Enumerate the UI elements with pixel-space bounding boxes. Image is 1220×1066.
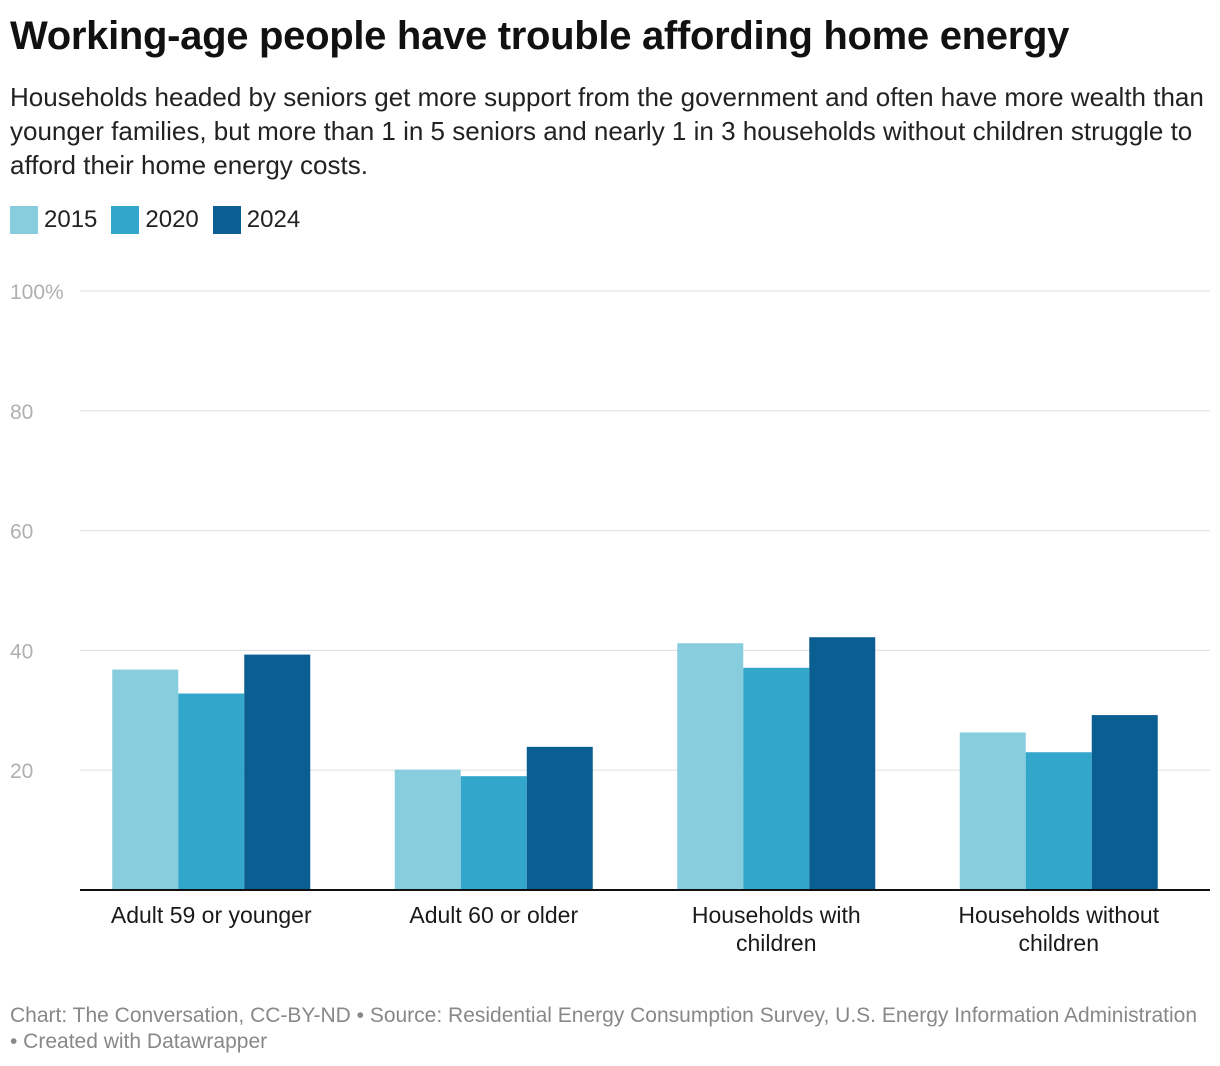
legend-swatch-2020: [111, 206, 140, 234]
x-tick-label-line: Households without: [958, 902, 1159, 928]
x-tick-label-2: Households with children: [692, 902, 861, 956]
bar-2024-cat1: [526, 746, 593, 890]
legend-swatch-2024: [212, 206, 241, 234]
bar-2020-cat1: [460, 776, 527, 890]
chart-footer: Chart: The Conversation, CC-BY-ND • Sour…: [10, 1004, 1197, 1053]
x-tick-label-line: Households with: [692, 902, 861, 928]
x-tick-label-line: Adult 60 or older: [409, 902, 578, 928]
chart-title: Working-age people have trouble affordin…: [10, 14, 1070, 58]
bar-2020-cat2: [743, 667, 810, 890]
bar-2024-cat0: [244, 654, 311, 890]
legend-item-2024: 2024: [212, 206, 301, 234]
legend-swatch-2015: [10, 206, 38, 234]
bar-2015-cat1: [394, 769, 461, 890]
y-tick-label-100: 100%: [10, 281, 64, 304]
y-tick-label-40: 40: [10, 640, 33, 663]
bar-2015-cat0: [112, 669, 179, 890]
y-tick-label-80: 80: [10, 401, 33, 424]
bar-2015-cat2: [677, 643, 744, 890]
x-tick-label-3: Households without children: [958, 902, 1159, 956]
legend-label-2015: 2015: [44, 206, 98, 233]
bar-2024-cat3: [1091, 715, 1158, 890]
bar-2020-cat3: [1025, 752, 1092, 890]
y-tick-label-60: 60: [10, 521, 33, 544]
legend-label-2020: 2020: [145, 206, 199, 233]
legend: 2015 2020 2024: [10, 203, 314, 237]
chart-subtitle: Households headed by seniors get more su…: [10, 82, 1204, 180]
x-tick-label-line: Adult 59 or younger: [111, 902, 312, 928]
bar-chart: 20 40 60 80 100% Adult 59 or younger Adult 60 …: [10, 281, 1210, 956]
y-tick-label-20: 20: [10, 760, 33, 783]
legend-label-2024: 2024: [246, 206, 301, 233]
legend-item-2015: 2015: [10, 206, 97, 234]
x-tick-label-1: Adult 60 or older: [409, 902, 578, 928]
bar-2024-cat2: [809, 637, 876, 890]
x-tick-label-line: children: [1018, 930, 1099, 956]
bar-2015-cat3: [959, 732, 1026, 890]
x-tick-label-line: children: [736, 930, 817, 956]
x-tick-label-0: Adult 59 or younger: [111, 902, 312, 928]
legend-item-2020: 2020: [111, 206, 199, 234]
bar-2020-cat0: [178, 693, 245, 890]
